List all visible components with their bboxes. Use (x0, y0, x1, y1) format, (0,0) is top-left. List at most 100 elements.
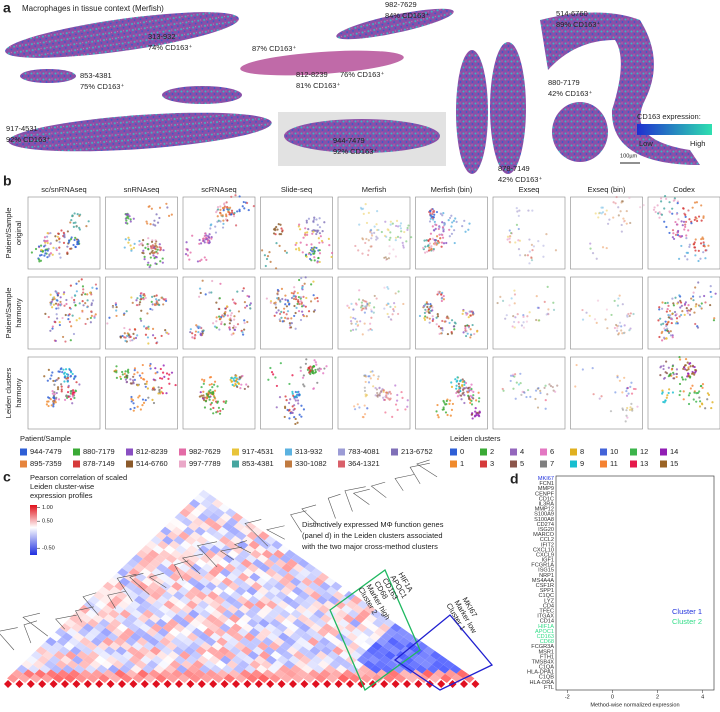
legend-entry: 15 (670, 459, 678, 468)
umap-dot (65, 394, 67, 396)
umap-dot (710, 407, 712, 409)
umap-dot (527, 209, 529, 211)
umap-dot (89, 292, 91, 294)
umap-dot (703, 241, 705, 243)
umap-dot (692, 295, 694, 297)
umap-dot (133, 218, 135, 220)
umap-dot (446, 414, 448, 416)
umap-dot (361, 237, 363, 239)
umap-dot (157, 249, 159, 251)
umap-dot (112, 306, 114, 308)
umap-dot (58, 247, 60, 249)
umap-dot (698, 215, 700, 217)
umap-dot (140, 310, 142, 312)
sample-cd163-share: 75% CD163⁺ (80, 82, 124, 91)
umap-dot (76, 290, 78, 292)
umap-dot (685, 234, 687, 236)
umap-dot (214, 226, 216, 228)
umap-dot (616, 196, 618, 198)
umap-dot (692, 207, 694, 209)
umap-dot (162, 249, 164, 251)
umap-panel (416, 277, 488, 349)
umap-dot (528, 262, 530, 264)
umap-dot (312, 372, 314, 374)
umap-dot (686, 307, 688, 309)
heatmap-diagonal (278, 680, 286, 688)
umap-dot (280, 227, 282, 229)
umap-dot (292, 395, 294, 397)
umap-dot (69, 221, 71, 223)
umap-dot (261, 249, 263, 251)
umap-dot (470, 384, 472, 386)
umap-dot (200, 292, 202, 294)
umap-dot (313, 256, 315, 258)
legend-entry: 8 (580, 447, 584, 456)
umap-dot (306, 231, 308, 233)
umap-dot (58, 398, 60, 400)
umap-dot (168, 383, 170, 385)
umap-dot (442, 329, 444, 331)
umap-dot (665, 338, 667, 340)
umap-dot (207, 392, 209, 394)
heatmap-diagonal (403, 680, 411, 688)
umap-dot (467, 395, 469, 397)
umap-dot (373, 374, 375, 376)
umap-dot (194, 335, 196, 337)
sample-cd163-share: 81% CD163⁺ (296, 81, 340, 90)
umap-dot (464, 231, 466, 233)
umap-dot (688, 394, 690, 396)
legend-swatch (232, 449, 239, 456)
umap-dot (690, 387, 692, 389)
umap-dot (162, 257, 164, 259)
umap-dot (306, 234, 308, 236)
umap-dot (268, 251, 270, 253)
umap-dot (400, 227, 402, 229)
umap-dot (239, 195, 241, 197)
umap-dot (663, 378, 665, 380)
umap-dot (319, 232, 321, 234)
umap-dot (204, 241, 206, 243)
umap-dot (694, 366, 696, 368)
umap-panel (648, 356, 720, 429)
umap-dot (384, 235, 386, 237)
umap-dot (612, 201, 614, 203)
umap-dot (307, 367, 309, 369)
legend-entry: 10 (610, 447, 618, 456)
umap-dot (298, 296, 300, 298)
umap-dot (222, 226, 224, 228)
umap-dot (462, 313, 464, 315)
umap-dot (72, 373, 74, 375)
umap-dot (553, 309, 555, 311)
legend-entry: Cluster 2 (672, 617, 702, 626)
umap-dot (357, 403, 359, 405)
umap-dot (71, 236, 73, 238)
umap-dot (130, 382, 132, 384)
umap-dot (694, 254, 696, 256)
umap-dot (42, 251, 44, 253)
umap-dot (681, 235, 683, 237)
umap-dot (141, 252, 143, 254)
umap-dot (291, 391, 293, 393)
umap-dot (153, 378, 155, 380)
umap-dot (317, 230, 319, 232)
umap-dot (679, 394, 681, 396)
umap-dot (291, 292, 293, 294)
umap-dot (139, 375, 141, 377)
umap-dot (463, 402, 465, 404)
umap-dot (306, 220, 308, 222)
umap-dot (389, 306, 391, 308)
umap-dot (293, 295, 295, 297)
umap-dot (298, 279, 300, 281)
umap-dot (683, 398, 685, 400)
umap-dot (274, 376, 276, 378)
umap-dot (365, 308, 367, 310)
umap-dot (131, 339, 133, 341)
umap-dot (53, 384, 55, 386)
legend-entry: 213-6752 (401, 447, 433, 456)
umap-dot (602, 246, 604, 248)
column-header: Slide-seq (281, 185, 312, 194)
umap-dot (202, 397, 204, 399)
umap-dot (462, 381, 464, 383)
umap-dot (544, 385, 546, 387)
column-header: sc/snRNAseq (41, 185, 86, 194)
